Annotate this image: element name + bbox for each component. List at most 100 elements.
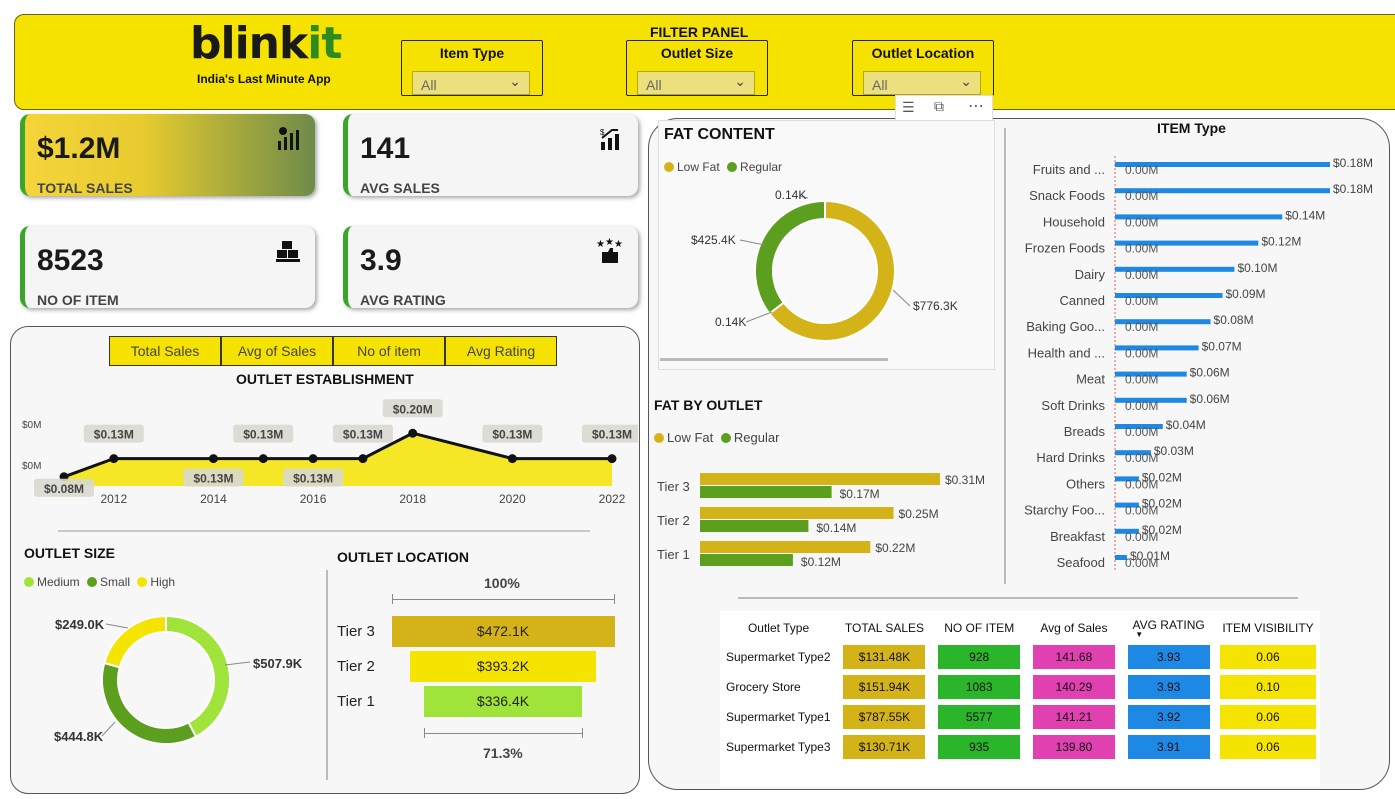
category-label: Snack Foods [1029,188,1105,203]
data-label: $0.10M [1237,261,1277,275]
outlet-location-title: OUTLET LOCATION [337,549,469,565]
data-label-bg [83,424,144,443]
value-cell: 3.91 [1121,735,1216,759]
column-header[interactable]: Avg of Sales [1040,621,1108,635]
funnel-bar: $393.2K [410,651,596,682]
zero-label: 0.00M [1125,320,1158,334]
x-tick: 2018 [399,492,426,506]
zero-label: 0.00M [1125,346,1158,360]
zero-label: 0.00M [1125,477,1158,491]
data-label-bg [34,478,94,497]
tab-avg-rating[interactable]: Avg Rating [445,336,557,366]
value-cell: $130.71K [837,735,932,759]
bar [1115,345,1199,351]
funnel-scale [424,733,583,734]
fat-by-outlet-legend: Low Fat Regular [654,430,779,445]
donut-slice [103,614,167,669]
focus-mode-icon[interactable]: ⧉ [934,98,944,114]
data-label: $0.01M [1130,549,1170,563]
bar [1115,555,1127,560]
category-label: Tier 3 [657,479,690,494]
divider [738,597,1298,599]
zero-label: 0.00M [1125,189,1158,203]
sort-arrow-icon[interactable]: ▼ [1135,630,1144,639]
item-type-filter[interactable]: Item Type All ⌄ [401,40,543,96]
data-label: $0.18M [1333,156,1373,170]
outlet-size-dropdown[interactable]: All ⌄ [637,71,755,95]
value-cell: 3.93 [1121,675,1216,699]
outlet-location-dropdown[interactable]: All ⌄ [863,71,981,95]
data-label: $0.03M [1154,444,1194,458]
data-label: $0.14M [1285,208,1325,222]
outlet-type-cell: Grocery Store [726,680,801,694]
donut-slice [754,199,826,315]
legend-label: Medium [37,575,80,589]
kpi-no-of-item: 8523 NO OF ITEM [20,226,315,308]
data-label: $0.25M [899,507,939,521]
funnel-bar: $472.1K [391,616,615,647]
bar [1115,188,1330,194]
outlet-location-filter[interactable]: Outlet Location All ⌄ [852,40,994,96]
slice-label: $249.0K [55,617,105,632]
scrollbar[interactable] [660,358,888,361]
x-tick: 2016 [300,492,327,506]
item-type-title: ITEM Type [1157,120,1226,136]
data-label: $0.12M [801,555,841,569]
outlet-type-table: Outlet Type TOTAL SALES NO OF ITEM Avg of S… [720,611,1320,786]
column-header[interactable]: AVG RATING ▼ [1121,617,1216,639]
category-label: Breads [1064,424,1106,439]
category-label: Hard Drinks [1036,450,1105,465]
fat-content-legend: Low Fat Regular [664,160,782,174]
column-header[interactable]: TOTAL SALES [844,621,925,635]
column-header[interactable]: Outlet Type [747,621,810,635]
category-label: Meat [1076,372,1105,387]
zero-label: 0.00M [1125,268,1158,282]
tab-avg-of-sales[interactable]: Avg of Sales [221,336,333,366]
kpi-avg-sales: 141 AVG SALES $ [343,114,638,196]
donut-slice [768,199,896,342]
outlet-type-cell: Supermarket Type1 [726,710,831,724]
funnel-bottom-percent: 71.3% [483,745,523,761]
category-label: Baking Goo... [1026,319,1105,334]
data-point [507,454,517,464]
data-label: $0.02M [1142,470,1182,484]
data-label-bg [382,399,443,418]
table-row: Supermarket Type3 $130.71K 935 139.80 3.91 0.… [720,735,1320,759]
item-type-dropdown[interactable]: All ⌄ [412,71,530,95]
kpi-value: 8523 [37,244,104,277]
funnel-category-label: Tier 2 [337,658,375,675]
data-point [109,454,119,464]
zero-label: 0.00M [1125,504,1158,518]
column-header[interactable]: NO OF ITEM [944,621,1015,635]
bar-regular [700,486,832,498]
data-label: $0.13M [94,428,134,442]
tab-no-of-item[interactable]: No of item [333,336,445,366]
donut-slice [101,661,198,745]
value-cell: 0.06 [1216,705,1320,729]
funnel-scale-tick [582,728,583,738]
filter-label: Outlet Size [660,45,734,61]
zero-label: 0.00M [1125,451,1158,465]
filter-icon[interactable]: ☰ [902,99,915,115]
more-options-icon[interactable]: ⋯ [968,98,984,115]
column-header[interactable]: ITEM VISIBILITY [1222,621,1314,635]
zero-label: 0.00M [1125,556,1158,570]
boxes-icon [275,238,301,271]
chevron-down-icon: ⌄ [734,73,746,89]
value-cell: 141.68 [1027,645,1122,669]
outlet-size-filter[interactable]: Outlet Size All ⌄ [626,40,768,96]
svg-text:★: ★ [596,239,605,250]
value-cell: $787.55K [837,705,932,729]
outlet-establishment-chart: $0.08M $0.13M $0.13M $0.13M $0.13M $0.13M $0.2… [22,399,638,506]
value-cell: 1083 [932,675,1027,699]
outlet-type-cell: Supermarket Type3 [726,740,831,754]
data-label: $0.07M [1202,339,1242,353]
zero-label: 0.00M [1125,425,1158,439]
data-label: $0.13M [193,472,233,486]
value-cell: 141.21 [1027,705,1122,729]
bar [1115,240,1259,246]
funnel-category-label: Tier 3 [337,623,375,640]
data-label-bg [233,424,294,443]
zero-label: 0.00M [1125,242,1158,256]
tab-total-sales[interactable]: Total Sales [109,336,221,366]
